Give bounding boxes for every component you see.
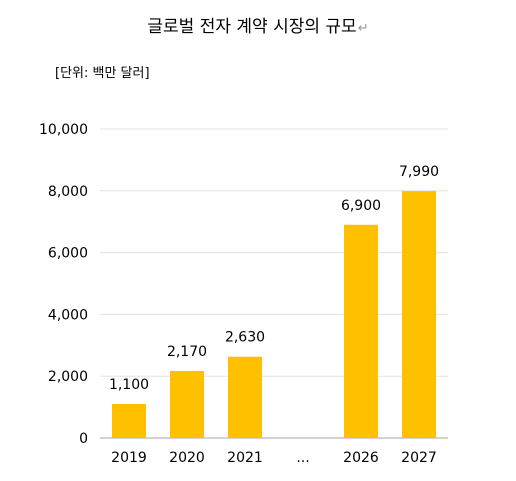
data-label: 7,990 xyxy=(399,164,439,180)
bar xyxy=(402,191,436,438)
x-tick-label: 2021 xyxy=(227,450,263,466)
y-tick-label: 4,000 xyxy=(48,307,88,323)
data-label: 6,900 xyxy=(341,198,381,214)
y-tick-label: 8,000 xyxy=(48,184,88,200)
x-tick-label: ... xyxy=(296,450,309,466)
y-tick-label: 10,000 xyxy=(39,122,88,138)
return-mark-icon: ↵ xyxy=(357,21,369,36)
unit-label: [단위: 백만 달러] xyxy=(55,66,150,81)
chart-title-text: 글로벌 전자 계약 시장의 규모 xyxy=(147,17,357,37)
data-label: 1,100 xyxy=(109,377,149,393)
x-tick-label: 2026 xyxy=(343,450,379,466)
data-label: 2,170 xyxy=(167,344,207,360)
y-tick-label: 2,000 xyxy=(48,369,88,385)
data-label: 2,630 xyxy=(225,330,265,346)
x-tick-label: 2027 xyxy=(401,450,437,466)
y-tick-label: 6,000 xyxy=(48,246,88,262)
x-tick-label: 2019 xyxy=(111,450,147,466)
bar xyxy=(112,404,146,438)
bar xyxy=(170,370,204,438)
chart-title: 글로벌 전자 계약 시장의 규모↵ xyxy=(0,12,516,37)
y-tick-label: 0 xyxy=(79,431,88,447)
bar xyxy=(228,356,262,438)
x-tick-label: 2020 xyxy=(169,450,205,466)
bar xyxy=(344,224,378,438)
